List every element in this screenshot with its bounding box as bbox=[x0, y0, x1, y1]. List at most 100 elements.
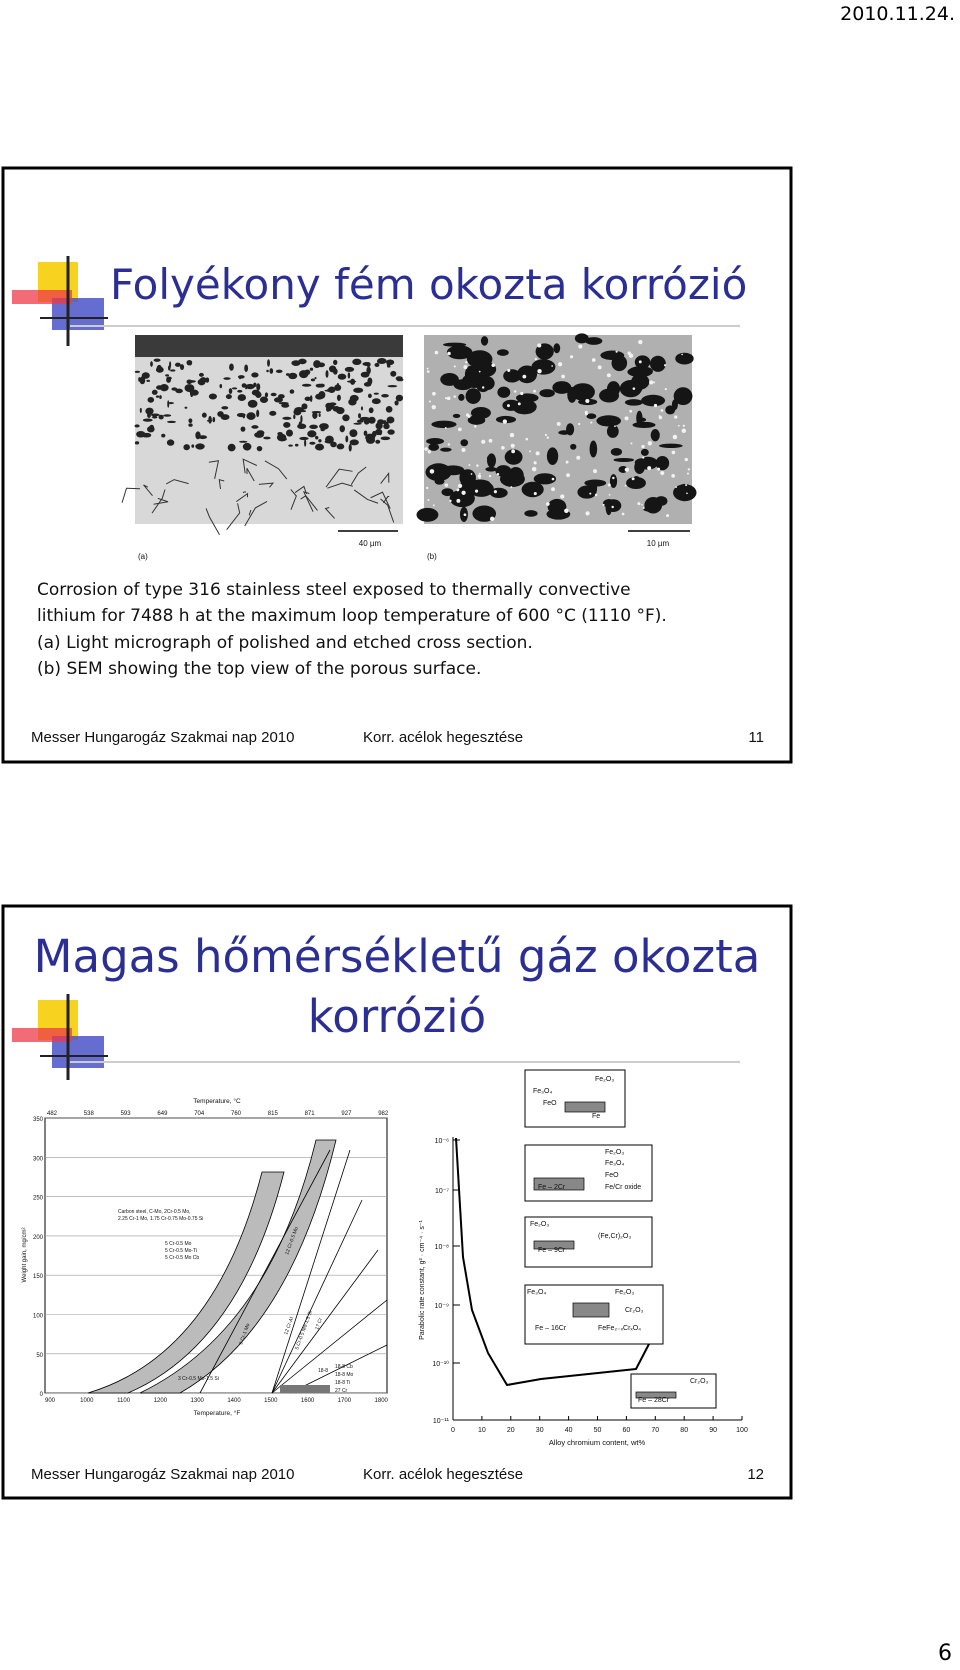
oxide-label: Fe – 9Cr bbox=[538, 1247, 566, 1254]
pore bbox=[611, 355, 628, 372]
pore bbox=[347, 372, 351, 379]
oxide-layers bbox=[635, 1391, 677, 1399]
grain bbox=[533, 461, 537, 465]
curve-label: Carbon steel, C-Mo, 2Cr-0.5 Mo, bbox=[118, 1209, 191, 1215]
grain-boundary bbox=[248, 509, 252, 516]
pore bbox=[495, 415, 517, 424]
pore bbox=[314, 376, 317, 380]
grain bbox=[638, 360, 642, 364]
pore bbox=[472, 505, 497, 522]
curve bbox=[271, 1299, 388, 1394]
grain bbox=[457, 427, 462, 432]
pore bbox=[269, 368, 274, 374]
pore bbox=[155, 395, 160, 398]
oxide-layers bbox=[572, 1302, 610, 1318]
grain bbox=[638, 339, 643, 345]
grain bbox=[675, 486, 677, 488]
x-tick-label: 760 bbox=[231, 1111, 242, 1117]
pore bbox=[175, 388, 183, 394]
grain bbox=[551, 487, 555, 492]
pore bbox=[304, 439, 307, 447]
grain bbox=[447, 443, 451, 446]
pore bbox=[633, 476, 640, 482]
grain-boundary bbox=[327, 482, 353, 489]
right-figure: 10⁻⁶ 10⁻⁷ 10⁻⁸ 10⁻⁹ 10⁻¹⁰ 10⁻¹¹0 10 20 30 40 50 60 7… bbox=[419, 1069, 748, 1447]
pore bbox=[294, 443, 299, 447]
oxide-label: Fe/Cr oxide bbox=[605, 1184, 641, 1191]
grain-boundary bbox=[244, 501, 268, 527]
pore bbox=[453, 379, 473, 391]
pore bbox=[609, 474, 618, 489]
pore bbox=[174, 362, 181, 367]
grain bbox=[660, 409, 664, 412]
oxide-layers bbox=[533, 1177, 585, 1191]
pore bbox=[198, 435, 208, 440]
x-tick-label: 593 bbox=[121, 1111, 132, 1117]
pore bbox=[460, 439, 469, 447]
oxide-diagram bbox=[524, 1069, 626, 1128]
pore bbox=[387, 429, 395, 435]
pore bbox=[167, 400, 170, 408]
pore bbox=[336, 443, 345, 450]
y-tick-label: 50 bbox=[36, 1353, 43, 1359]
pore bbox=[298, 370, 309, 379]
pore bbox=[497, 386, 511, 398]
grain bbox=[642, 506, 645, 510]
grain bbox=[684, 457, 689, 462]
slide-number: 12 bbox=[747, 1466, 764, 1483]
pore bbox=[158, 414, 164, 420]
slide-title: Folyékony fém okozta korrózió bbox=[110, 260, 747, 309]
pore bbox=[567, 386, 577, 403]
x-tick-label: 10 bbox=[478, 1427, 486, 1434]
pore bbox=[184, 406, 188, 409]
y-tick-label: 0 bbox=[40, 1392, 44, 1398]
pore bbox=[504, 449, 523, 465]
oxide-label: FeO bbox=[543, 1100, 557, 1107]
pore bbox=[356, 419, 364, 423]
grain bbox=[529, 450, 532, 453]
pore bbox=[208, 393, 217, 400]
pore bbox=[330, 441, 337, 448]
pore bbox=[441, 465, 465, 476]
grain bbox=[576, 455, 581, 460]
pore bbox=[566, 423, 575, 436]
pore bbox=[197, 378, 206, 386]
y-tick-label: 10⁻⁶ bbox=[435, 1138, 449, 1145]
grain bbox=[429, 469, 435, 474]
pore bbox=[344, 366, 355, 372]
grain bbox=[444, 427, 447, 429]
x-tick-label: 1400 bbox=[227, 1398, 241, 1404]
curve bbox=[271, 1249, 379, 1394]
pore bbox=[376, 360, 387, 364]
pore bbox=[253, 382, 257, 388]
pore bbox=[570, 443, 577, 450]
pore bbox=[659, 443, 683, 449]
grain bbox=[556, 421, 561, 426]
pore bbox=[285, 429, 293, 437]
pore bbox=[636, 410, 643, 426]
pore bbox=[585, 337, 603, 345]
y-tick-label: 150 bbox=[33, 1274, 44, 1280]
grain bbox=[597, 365, 602, 370]
pore bbox=[381, 393, 389, 398]
grain bbox=[449, 499, 452, 503]
pore bbox=[546, 447, 559, 466]
grain bbox=[590, 421, 593, 424]
pore bbox=[375, 428, 383, 436]
pore bbox=[237, 394, 247, 402]
y-tick-label: 10⁻⁹ bbox=[435, 1303, 449, 1310]
grain bbox=[681, 353, 683, 356]
x-tick-label: 80 bbox=[680, 1427, 688, 1434]
oxide-label: Fe – 16Cr bbox=[535, 1325, 567, 1332]
pore bbox=[655, 455, 670, 471]
pore bbox=[186, 379, 193, 385]
pore bbox=[251, 425, 259, 429]
pore bbox=[349, 429, 358, 438]
pore bbox=[371, 398, 381, 405]
grain bbox=[533, 389, 536, 393]
pore bbox=[244, 364, 249, 372]
pore bbox=[366, 362, 371, 368]
footer-center: Korr. acélok hegesztése bbox=[363, 1466, 523, 1483]
grain bbox=[657, 467, 661, 471]
